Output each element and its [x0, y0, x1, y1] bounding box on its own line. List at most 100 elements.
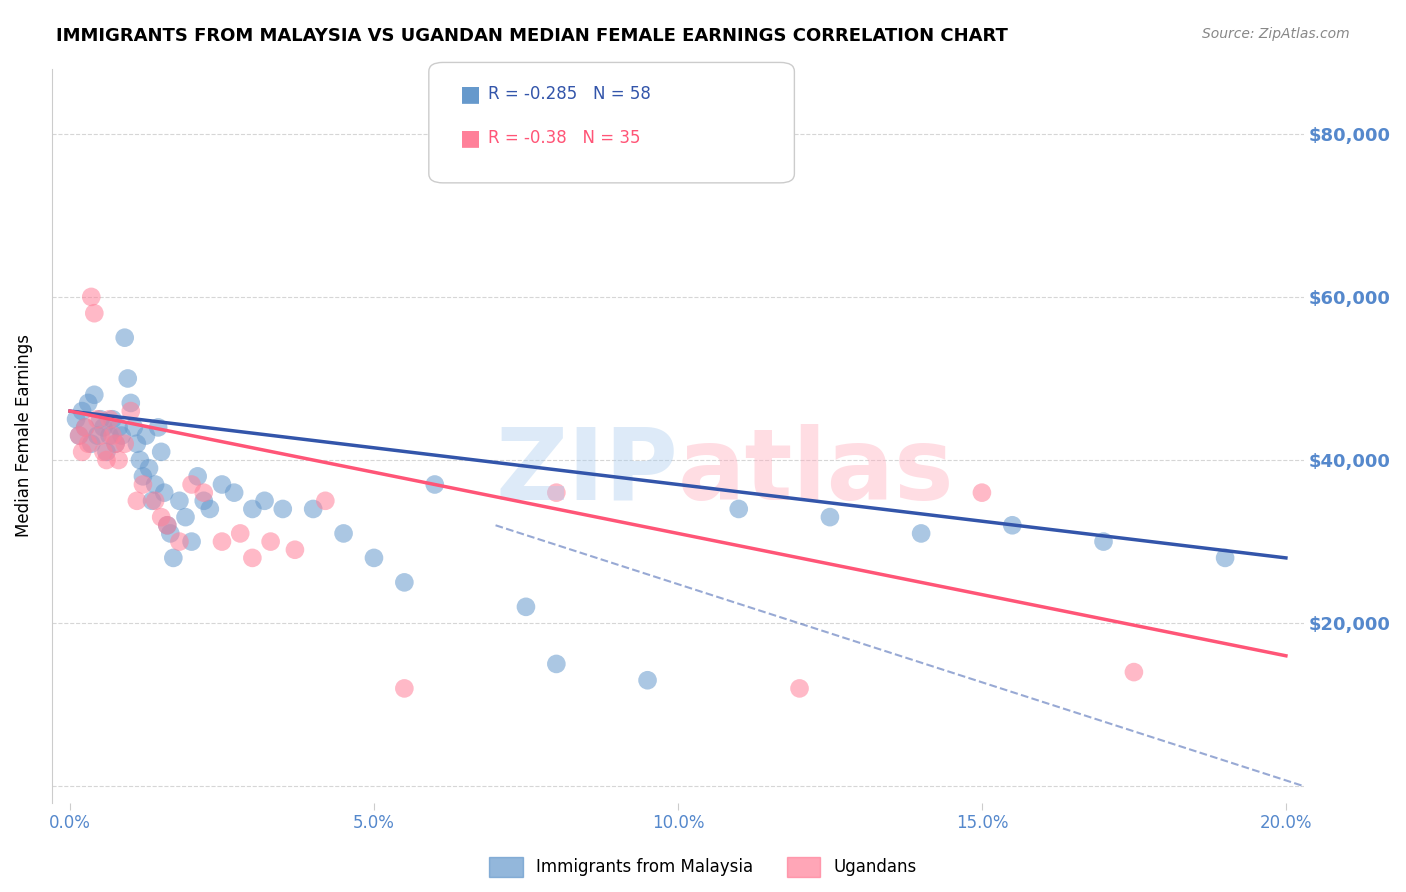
Point: [1122, 665, 1144, 679]
Point: [83, 388, 105, 402]
Point: [141, 493, 163, 508]
Text: ZIP: ZIP: [495, 424, 678, 521]
Point: [75, 420, 97, 434]
Point: [211, 534, 233, 549]
Point: [101, 412, 124, 426]
Point: [98, 412, 121, 426]
Point: [65, 412, 87, 426]
Point: [86, 412, 108, 426]
Point: [93, 420, 115, 434]
Point: [135, 428, 157, 442]
Point: [67, 428, 90, 442]
Point: [187, 469, 209, 483]
Point: [150, 510, 173, 524]
Point: [546, 657, 568, 671]
Point: [120, 404, 142, 418]
Text: IMMIGRANTS FROM MALAYSIA VS UGANDAN MEDIAN FEMALE EARNINGS CORRELATION CHART: IMMIGRANTS FROM MALAYSIA VS UGANDAN MEDI…: [56, 27, 1008, 45]
Point: [910, 526, 932, 541]
Point: [96, 453, 118, 467]
Text: ■: ■: [460, 128, 481, 148]
Point: [332, 526, 354, 541]
Point: [284, 542, 307, 557]
Point: [143, 477, 166, 491]
Point: [132, 469, 155, 483]
Point: [89, 428, 111, 442]
Point: [129, 453, 152, 467]
Point: [193, 485, 215, 500]
Point: [229, 526, 252, 541]
Point: [271, 502, 294, 516]
Point: [67, 428, 90, 442]
Point: [162, 550, 184, 565]
Point: [114, 436, 136, 450]
Legend: Immigrants from Malaysia, Ugandans: Immigrants from Malaysia, Ugandans: [482, 850, 924, 884]
Point: [111, 428, 134, 442]
Point: [146, 420, 169, 434]
Point: [93, 445, 115, 459]
Point: [96, 445, 118, 459]
Point: [169, 493, 191, 508]
Point: [117, 371, 139, 385]
Point: [77, 436, 100, 450]
Point: [98, 428, 121, 442]
Text: R = -0.285   N = 58: R = -0.285 N = 58: [488, 85, 651, 103]
Point: [138, 461, 160, 475]
Point: [302, 502, 325, 516]
Point: [394, 575, 416, 590]
Text: atlas: atlas: [678, 424, 955, 521]
Point: [150, 445, 173, 459]
Point: [727, 502, 749, 516]
Y-axis label: Median Female Earnings: Median Female Earnings: [15, 334, 32, 537]
Point: [159, 526, 181, 541]
Point: [211, 477, 233, 491]
Point: [120, 396, 142, 410]
Point: [101, 428, 124, 442]
Point: [107, 420, 129, 434]
Point: [423, 477, 446, 491]
Point: [125, 436, 148, 450]
Point: [156, 518, 179, 533]
Point: [253, 493, 276, 508]
Point: [70, 404, 93, 418]
Point: [515, 599, 537, 614]
Point: [970, 485, 993, 500]
Point: [75, 420, 97, 434]
Point: [198, 502, 221, 516]
Point: [314, 493, 336, 508]
Point: [77, 396, 100, 410]
Text: Source: ZipAtlas.com: Source: ZipAtlas.com: [1202, 27, 1350, 41]
Point: [546, 485, 568, 500]
Point: [83, 306, 105, 320]
Point: [180, 534, 202, 549]
Point: [174, 510, 197, 524]
Point: [240, 502, 263, 516]
Point: [104, 436, 127, 450]
Point: [259, 534, 281, 549]
Point: [80, 436, 103, 450]
Point: [143, 493, 166, 508]
Point: [818, 510, 841, 524]
Point: [156, 518, 179, 533]
Point: [86, 428, 108, 442]
Point: [789, 681, 811, 696]
Text: ■: ■: [460, 84, 481, 103]
Point: [70, 445, 93, 459]
Point: [107, 453, 129, 467]
Point: [394, 681, 416, 696]
Point: [363, 550, 385, 565]
Point: [122, 420, 145, 434]
Point: [125, 493, 148, 508]
Point: [80, 290, 103, 304]
Point: [1092, 534, 1115, 549]
Point: [180, 477, 202, 491]
Text: R = -0.38   N = 35: R = -0.38 N = 35: [488, 129, 640, 147]
Point: [1001, 518, 1024, 533]
Point: [1213, 550, 1236, 565]
Point: [240, 550, 263, 565]
Point: [224, 485, 246, 500]
Point: [193, 493, 215, 508]
Point: [104, 436, 127, 450]
Point: [169, 534, 191, 549]
Point: [153, 485, 176, 500]
Point: [89, 412, 111, 426]
